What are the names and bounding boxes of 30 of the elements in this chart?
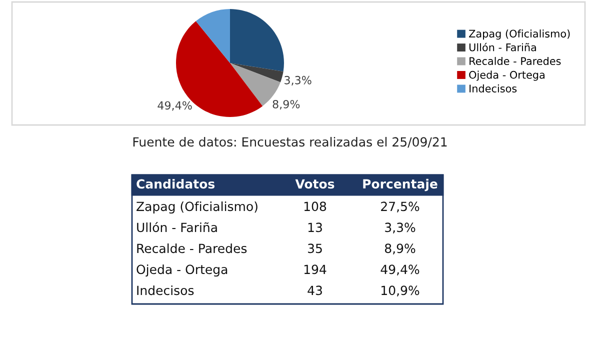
category-label: Indecisos <box>137 285 194 296</box>
text: Porcentaje <box>363 178 438 192</box>
legend-label: Recalde - Paredes <box>470 56 561 66</box>
data-label: 3,3% <box>385 222 416 234</box>
data-label: 8,9% <box>272 100 300 110</box>
data-label: 3,3% <box>284 76 312 86</box>
data-label: 49,4% <box>158 101 192 111</box>
category-label: Zapag (Oficialismo) <box>136 201 258 214</box>
data-label: 10,9% <box>382 286 420 296</box>
data-label: 49,4% <box>380 264 420 276</box>
pie-slice <box>230 9 284 72</box>
data-label: 194 <box>304 264 326 274</box>
category-label: Ojeda - Ortega <box>136 264 228 277</box>
category-label: Recalde - Paredes <box>137 243 247 254</box>
data-label: 35 <box>308 244 322 254</box>
source-note: Fuente de datos: Encuestas realizadas el 25/09/21 <box>133 136 447 148</box>
data-label: 108 <box>304 202 326 212</box>
category-label: Ullón - Fariña <box>137 222 217 232</box>
legend-label: Ojeda - Ortega <box>469 70 544 81</box>
pie-slice <box>196 9 230 63</box>
legend-label: Indecisos <box>470 84 517 92</box>
data-label: 43 <box>308 286 322 296</box>
data-label: 27,5% <box>381 202 420 212</box>
pie-slice <box>230 63 284 82</box>
legend-label: Zapag (Oficialismo) <box>469 30 570 40</box>
legend-label: Ullón - Fariña <box>469 42 536 52</box>
data-label: 8,9% <box>384 244 416 254</box>
text: Votos <box>295 179 334 189</box>
data-label: 13 <box>308 222 322 232</box>
text: Candidatos <box>136 178 215 189</box>
